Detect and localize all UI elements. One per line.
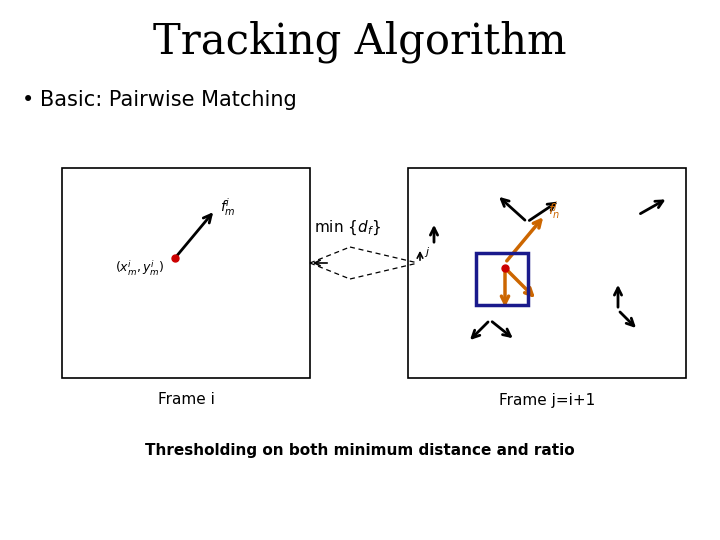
Text: Frame i: Frame i (158, 393, 215, 408)
Text: $\mathrm{min}\ \{d_f\}$: $\mathrm{min}\ \{d_f\}$ (315, 219, 382, 237)
Bar (476, 253, 528, 305)
Text: Thresholding on both minimum distance and ratio: Thresholding on both minimum distance an… (145, 442, 575, 457)
Text: Frame j=i+1: Frame j=i+1 (499, 393, 595, 408)
Text: $(x_m^i, y_m^i)$: $(x_m^i, y_m^i)$ (115, 258, 165, 278)
Text: $f_n^j$: $f_n^j$ (548, 199, 560, 221)
Text: Tracking Algorithm: Tracking Algorithm (153, 21, 567, 63)
Bar (408, 168, 686, 378)
Text: $f_m^i$: $f_m^i$ (220, 196, 235, 218)
Text: Basic: Pairwise Matching: Basic: Pairwise Matching (40, 90, 297, 110)
Text: •: • (22, 90, 34, 110)
Bar (62, 168, 310, 378)
Text: j: j (425, 247, 428, 257)
